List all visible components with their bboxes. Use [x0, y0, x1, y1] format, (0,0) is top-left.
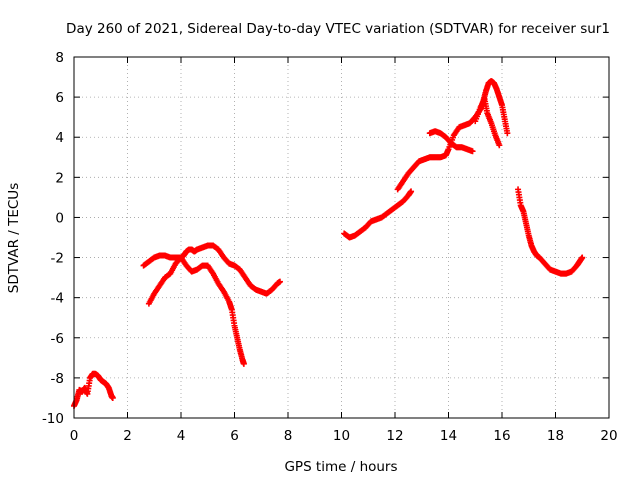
data-point: [408, 188, 415, 195]
data-point: [276, 278, 283, 285]
data-point: [240, 360, 247, 367]
y-tick-label: 6: [55, 90, 64, 106]
y-tick-label: 0: [55, 210, 64, 226]
x-tick-label: 20: [600, 428, 617, 444]
y-tick-label: -4: [51, 291, 64, 307]
x-tick-label: 12: [386, 428, 403, 444]
x-tick-label: 16: [493, 428, 510, 444]
axis-ticks: 0 2 4 6 8 10 12 14 16 18 20 -10 -8 -6 -4 -2 0 2 4 6 8: [42, 50, 618, 444]
x-tick-label: 8: [284, 428, 293, 444]
data-point: [504, 130, 511, 137]
data-point: [496, 142, 503, 149]
x-tick-label: 10: [333, 428, 350, 444]
y-tick-label: 2: [55, 170, 64, 186]
x-tick-label: 6: [230, 428, 239, 444]
data-point: [579, 254, 586, 261]
y-tick-label: 4: [55, 130, 64, 146]
x-tick-label: 2: [123, 428, 132, 444]
data-points: [71, 78, 586, 409]
x-tick-label: 0: [70, 428, 79, 444]
chart-title: Day 260 of 2021, Sidereal Day-to-day VTE…: [66, 21, 610, 37]
y-axis-label: SDTVAR / TECUs: [6, 183, 22, 293]
y-tick-label: -10: [42, 411, 64, 427]
x-tick-label: 14: [440, 428, 457, 444]
grid: [74, 57, 609, 418]
x-tick-label: 18: [547, 428, 564, 444]
plot-frame: [73, 56, 610, 419]
data-point: [469, 148, 476, 155]
y-tick-label: -2: [51, 251, 64, 267]
data-point: [109, 394, 116, 401]
y-tick-label: -6: [51, 331, 64, 347]
x-axis-label: GPS time / hours: [284, 459, 397, 475]
y-tick-label: -8: [51, 371, 64, 387]
x-tick-label: 4: [177, 428, 186, 444]
y-tick-label: 8: [55, 50, 64, 66]
